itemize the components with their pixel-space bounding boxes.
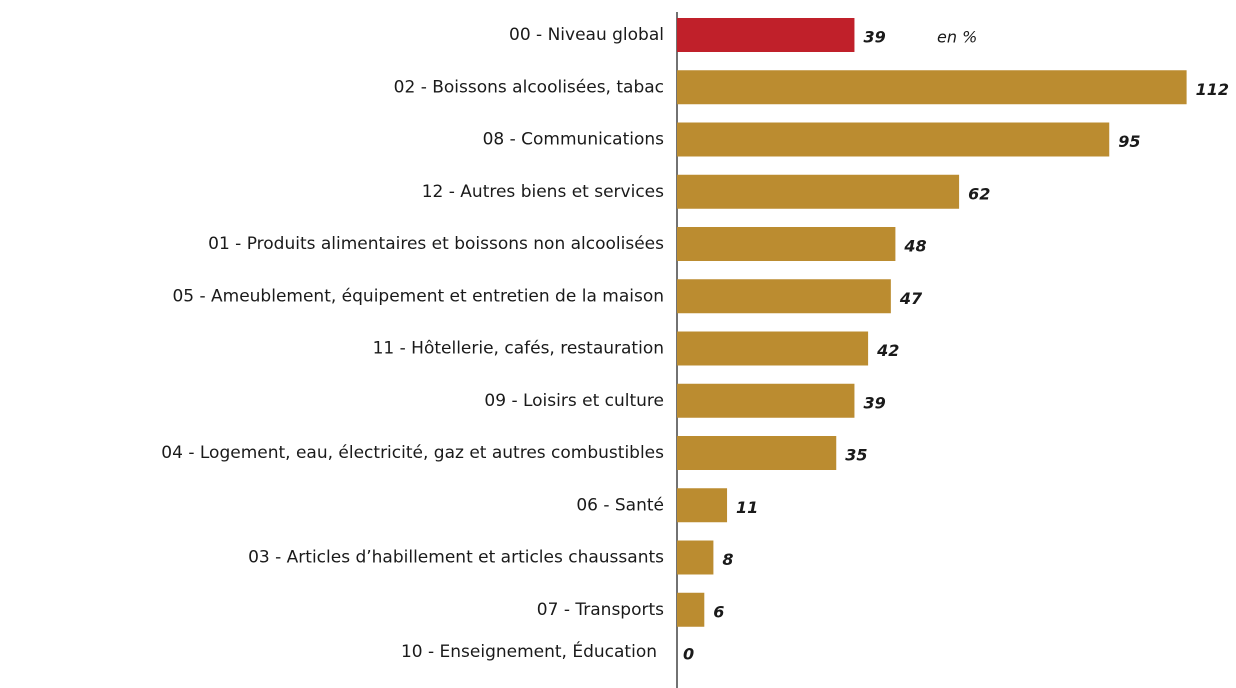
category-label: 00 - Niveau global <box>509 25 664 45</box>
bar <box>677 18 855 52</box>
category-label: 06 - Santé <box>576 495 664 515</box>
category-label: 11 - Hôtellerie, cafés, restauration <box>373 339 664 359</box>
value-label: 47 <box>899 289 923 308</box>
value-label: 48 <box>903 237 926 256</box>
value-label: 35 <box>845 446 867 465</box>
category-label: 09 - Loisirs et culture <box>484 391 664 411</box>
value-label: 39 <box>863 393 885 412</box>
bar <box>677 383 855 418</box>
bar <box>677 279 891 314</box>
category-label: 12 - Autres biens et services <box>422 182 664 202</box>
value-label: 6 <box>713 602 724 621</box>
category-label: 04 - Logement, eau, électricité, gaz et … <box>161 443 664 463</box>
category-label: 05 - Ameublement, équipement et entretie… <box>172 286 664 306</box>
value-label: 11 <box>736 498 758 517</box>
bar <box>677 540 714 575</box>
category-label: 02 - Boissons alcoolisées, tabac <box>394 77 664 97</box>
bar <box>677 227 896 261</box>
category-label: 10 - Enseignement, Éducation <box>401 640 657 662</box>
value-label: 42 <box>876 341 899 360</box>
value-label: 39 <box>863 28 885 47</box>
value-label: 0 <box>683 645 694 664</box>
bar <box>677 331 869 366</box>
value-label: 95 <box>1118 132 1140 151</box>
category-label: 07 - Transports <box>537 600 664 620</box>
category-label: 01 - Produits alimentaires et boissons n… <box>208 234 664 254</box>
annotation: en % <box>937 28 977 47</box>
bar <box>677 488 728 523</box>
bar <box>677 70 1187 105</box>
value-label: 112 <box>1196 80 1229 99</box>
bar <box>677 436 837 470</box>
bar <box>677 122 1110 157</box>
category-label: 03 - Articles d’habillement et articles … <box>248 548 664 568</box>
category-label: 08 - Communications <box>483 130 665 150</box>
value-label: 62 <box>968 184 990 203</box>
bar <box>677 592 705 627</box>
value-label: 8 <box>722 550 733 569</box>
bar <box>677 174 960 209</box>
